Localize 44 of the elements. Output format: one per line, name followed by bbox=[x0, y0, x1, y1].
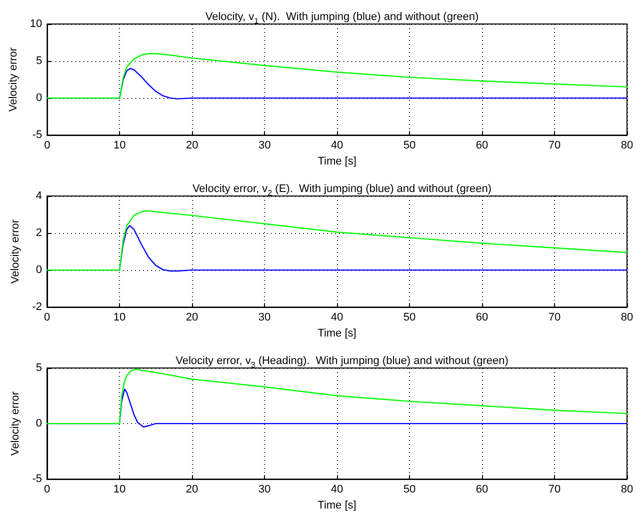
y-tick-label: -2 bbox=[32, 301, 42, 314]
x-tick-label: 60 bbox=[476, 484, 488, 496]
y-axis-title: Velocity error bbox=[10, 391, 22, 456]
x-tick-label: 60 bbox=[476, 312, 488, 324]
x-tick-label: 10 bbox=[113, 484, 126, 496]
x-tick-label: 80 bbox=[620, 484, 634, 496]
x-tick-label: 10 bbox=[113, 140, 126, 152]
y-tick-label: 0 bbox=[36, 264, 42, 276]
x-tick-label: 70 bbox=[548, 484, 561, 496]
x-tick-label: 30 bbox=[258, 140, 271, 152]
x-tick-label: 40 bbox=[330, 484, 344, 496]
x-axis-title: Time [s] bbox=[318, 500, 356, 512]
x-tick-label: 50 bbox=[403, 312, 416, 324]
y-tick-label: -5 bbox=[32, 129, 42, 142]
x-axis-title: Time [s] bbox=[318, 328, 356, 340]
x-tick-label: 80 bbox=[620, 312, 634, 324]
y-tick-label: 0 bbox=[36, 418, 42, 430]
y-tick-label: 10 bbox=[30, 18, 42, 30]
x-tick-label: 10 bbox=[113, 312, 126, 324]
y-tick-label: 5 bbox=[36, 362, 42, 374]
x-tick-label: 40 bbox=[330, 140, 344, 152]
line-series bbox=[46, 210, 628, 271]
x-tick-label: 80 bbox=[620, 140, 634, 152]
x-tick-label: 30 bbox=[258, 484, 271, 496]
x-tick-label: 60 bbox=[476, 140, 488, 152]
x-tick-label: 0 bbox=[44, 140, 50, 152]
x-tick-label: 50 bbox=[403, 484, 416, 496]
x-tick-label: 20 bbox=[186, 140, 198, 152]
y-tick-label: -5 bbox=[32, 473, 42, 486]
y-tick-label: 0 bbox=[36, 92, 42, 104]
x-tick-label: 30 bbox=[258, 312, 271, 324]
line-series bbox=[46, 53, 628, 99]
x-tick-label: 70 bbox=[548, 312, 561, 324]
x-tick-label: 70 bbox=[548, 140, 561, 152]
x-tick-label: 20 bbox=[186, 484, 198, 496]
y-axis-title: Velocity error bbox=[10, 219, 22, 284]
x-tick-label: 50 bbox=[403, 140, 416, 152]
y-tick-label: 5 bbox=[36, 55, 42, 68]
y-tick-label: 2 bbox=[36, 227, 42, 240]
y-axis-title: Velocity error bbox=[8, 47, 20, 112]
x-tick-label: 20 bbox=[186, 312, 198, 324]
y-tick-label: 4 bbox=[36, 190, 42, 202]
x-axis-title: Time [s] bbox=[318, 156, 356, 168]
x-tick-label: 40 bbox=[330, 312, 344, 324]
